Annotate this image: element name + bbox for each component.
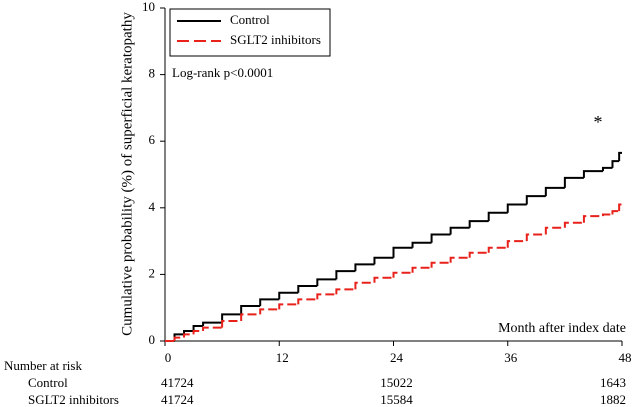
y-tick-label: 2	[149, 265, 156, 280]
step-segment	[316, 278, 337, 287]
step-segment	[430, 261, 451, 268]
y-tick-label: 6	[149, 132, 156, 147]
y-tick-label: 4	[149, 199, 156, 214]
step-segment	[240, 305, 261, 315]
x-axis-label: Month after index date	[498, 321, 626, 336]
x-tick-label: 36	[504, 350, 518, 365]
y-tick-label: 0	[149, 332, 156, 347]
step-segment	[611, 210, 620, 215]
step-segment	[563, 221, 584, 228]
step-segment	[392, 271, 413, 278]
step-segment	[525, 233, 546, 242]
step-segment	[487, 211, 508, 222]
y-axis-label: Cumulative probability (%) of superficia…	[119, 12, 135, 336]
step-segment	[335, 270, 356, 280]
x-tick-label: 12	[276, 350, 289, 365]
risk-count: 1882	[600, 392, 626, 407]
step-segment	[259, 308, 280, 315]
x-tick-label: 48	[619, 350, 632, 365]
step-segment	[240, 313, 261, 322]
risk-count: 41724	[161, 392, 194, 407]
step-segment	[221, 320, 242, 328]
step-segment	[192, 330, 204, 335]
step-segment	[183, 333, 194, 338]
step-segment	[373, 256, 394, 265]
x-tick-label: 0	[165, 350, 172, 365]
step-segment	[544, 226, 565, 235]
step-segment	[601, 213, 613, 217]
risk-table-title: Number at risk	[4, 358, 82, 373]
step-segment	[354, 281, 375, 290]
risk-row-label: SGLT2 inhibitors	[28, 392, 119, 407]
step-segment	[582, 170, 603, 178]
step-segment	[392, 246, 413, 258]
step-segment	[430, 233, 451, 243]
legend-label: SGLT2 inhibitors	[230, 32, 321, 47]
step-segment	[525, 195, 546, 205]
step-segment	[449, 256, 470, 263]
y-tick-label: 8	[149, 66, 156, 81]
step-segment	[611, 160, 620, 168]
annotation: *	[594, 112, 603, 132]
risk-row-label: Control	[28, 375, 68, 390]
risk-count: 1643	[600, 375, 626, 390]
annotation: Log-rank p<0.0001	[172, 65, 273, 80]
risk-count: 15584	[380, 392, 413, 407]
risk-count: 41724	[161, 375, 194, 390]
step-segment	[202, 321, 223, 327]
step-segment	[354, 263, 375, 272]
y-tick-label: 10	[142, 0, 155, 14]
step-segment	[278, 291, 299, 300]
risk-count: 15022	[380, 375, 413, 390]
step-segment	[618, 151, 622, 162]
step-segment	[582, 215, 603, 223]
step-segment	[411, 241, 432, 248]
step-segment	[192, 325, 204, 332]
x-tick-label: 24	[390, 350, 404, 365]
step-segment	[297, 285, 318, 293]
step-segment	[259, 298, 280, 307]
step-segment	[173, 336, 185, 341]
step-segment	[373, 276, 394, 283]
step-segment	[506, 240, 527, 248]
step-segment	[221, 313, 242, 323]
legend-box	[169, 8, 331, 57]
step-segment	[183, 330, 194, 335]
step-segment	[487, 246, 508, 253]
step-segment	[601, 166, 613, 172]
step-segment	[297, 298, 318, 305]
step-segment	[335, 288, 356, 295]
step-segment	[468, 251, 489, 258]
step-segment	[278, 303, 299, 310]
step-segment	[202, 326, 223, 332]
step-segment	[316, 293, 337, 300]
step-segment	[506, 203, 527, 213]
step-segment	[411, 266, 432, 273]
step-segment	[544, 186, 565, 197]
legend-label: Control	[230, 12, 270, 27]
step-segment	[563, 176, 584, 188]
step-segment	[449, 226, 470, 235]
step-segment	[468, 220, 489, 228]
step-segment	[618, 203, 622, 212]
